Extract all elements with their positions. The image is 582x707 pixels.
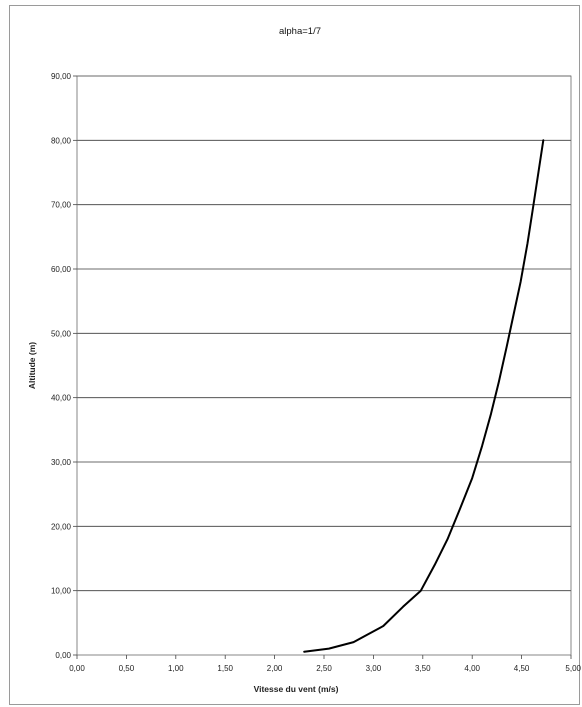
- chart-title: alpha=1/7: [279, 26, 321, 37]
- x-tick-label: 0,00: [69, 664, 85, 673]
- series-layer: [303, 139, 545, 653]
- y-tick-label: 20,00: [51, 522, 72, 531]
- plot-area: [76, 75, 572, 656]
- x-tick-label: 2,00: [267, 664, 283, 673]
- x-tick-label: 1,50: [217, 664, 233, 673]
- x-tick-label: 5,00: [565, 664, 581, 673]
- y-tick-label: 80,00: [51, 136, 72, 145]
- x-tick-label: 3,50: [415, 664, 431, 673]
- x-tick-label: 4,00: [464, 664, 480, 673]
- grid-lines: [77, 75, 571, 592]
- x-tick-label: 1,00: [168, 664, 184, 673]
- x-tick-label: 3,00: [366, 664, 382, 673]
- x-tick-label: 2,50: [316, 664, 332, 673]
- x-axis-ticks: 0,00 0,50 1,00 1,50 2,00 2,50 3,00 3,50 4,00 4,50…: [69, 655, 582, 673]
- y-axis-ticks: 0,00 10,00 20,00 30,00 40,00 50,00 60,00 70,00 8…: [51, 72, 77, 660]
- y-tick-label: 0,00: [55, 651, 71, 660]
- chart-frame: [9, 5, 580, 705]
- y-tick-label: 10,00: [51, 587, 72, 596]
- y-tick-label: 60,00: [51, 265, 72, 274]
- y-tick-label: 40,00: [51, 394, 72, 403]
- x-tick-label: 4,50: [514, 664, 530, 673]
- y-tick-label: 90,00: [51, 72, 72, 81]
- y-axis-label: Altitude (m): [27, 342, 37, 389]
- y-tick-label: 70,00: [51, 201, 72, 210]
- y-tick-label: 30,00: [51, 458, 72, 467]
- series-line: [303, 139, 545, 653]
- x-tick-label: 0,50: [119, 664, 135, 673]
- x-axis-label: Vitesse du vent (m/s): [254, 684, 339, 694]
- y-tick-label: 50,00: [51, 329, 72, 338]
